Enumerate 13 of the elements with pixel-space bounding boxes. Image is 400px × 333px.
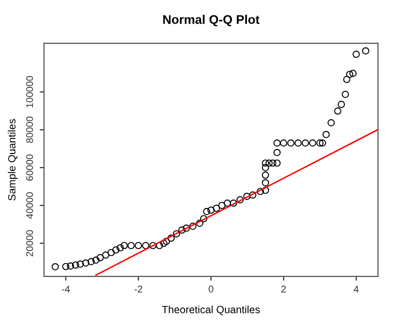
x-tick-label: 4 <box>354 286 359 292</box>
y-tick-label: 60000 <box>26 154 34 181</box>
y-tick-label: 40000 <box>26 192 34 219</box>
x-tick-label: -2 <box>134 286 142 292</box>
y-tick-label: 20000 <box>26 230 34 256</box>
y-axis-title: Sample Quantiles <box>8 119 18 200</box>
y-tick-label: 80000 <box>26 116 34 143</box>
x-tick-label: 0 <box>208 286 214 293</box>
chart-title: Normal Q-Q Plot <box>163 14 260 26</box>
x-tick-label: 2 <box>281 286 286 292</box>
x-tick-label: -4 <box>62 286 70 292</box>
x-axis-title: Theoretical Quantiles <box>162 306 260 316</box>
y-tick-label: 100000 <box>26 76 34 108</box>
